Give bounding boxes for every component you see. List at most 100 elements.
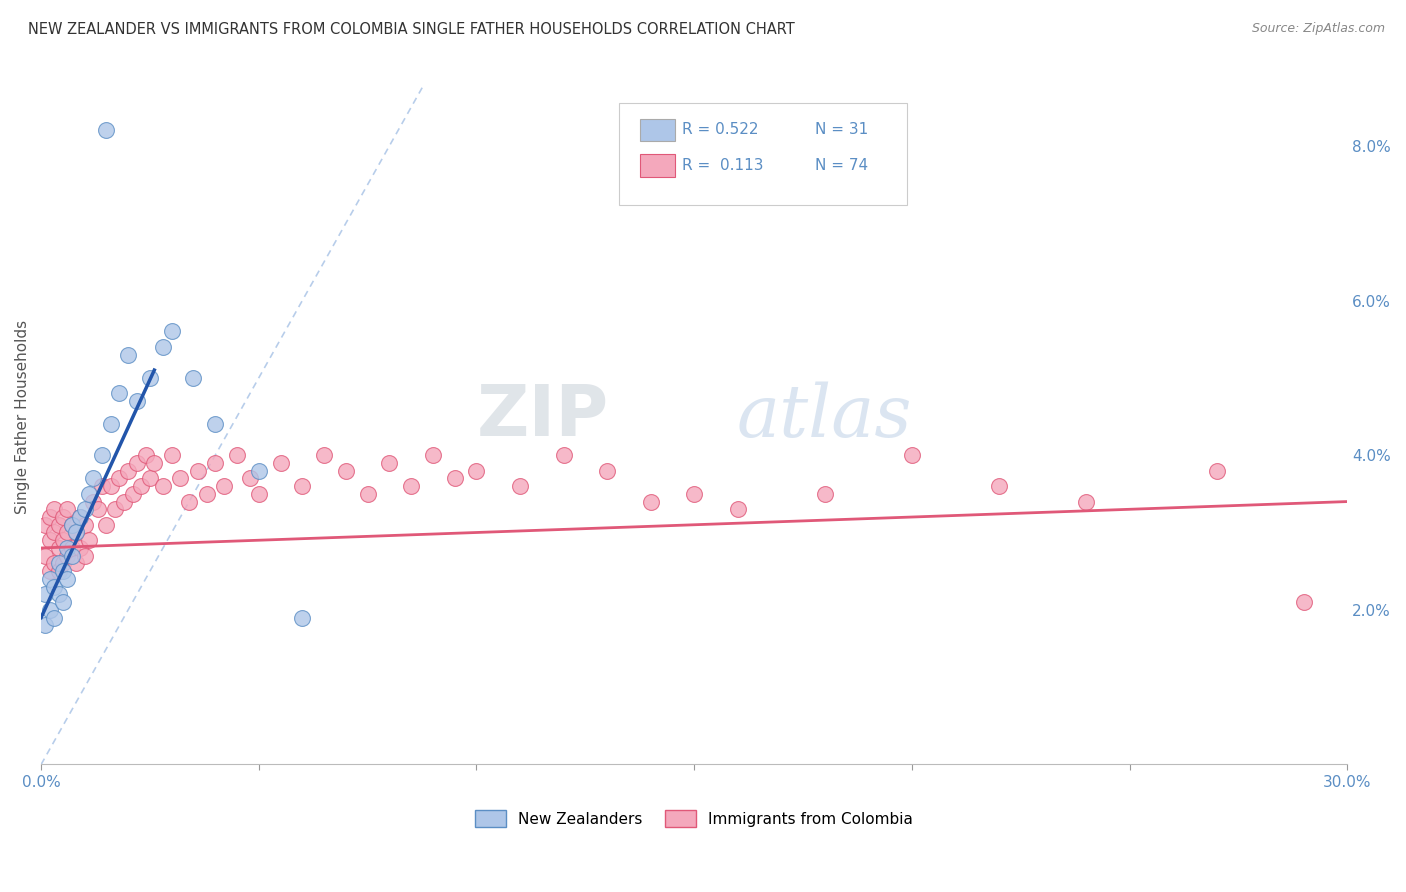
- Point: [139, 471, 162, 485]
- Point: [48, 587, 70, 601]
- Point: [160, 448, 183, 462]
- Point: [683, 487, 706, 501]
- Point: [135, 448, 157, 462]
- Point: [52, 557, 75, 571]
- Point: [69, 510, 91, 524]
- Point: [987, 479, 1010, 493]
- Point: [104, 502, 127, 516]
- Point: [60, 549, 83, 563]
- Point: [48, 564, 70, 578]
- Point: [509, 479, 531, 493]
- Point: [60, 517, 83, 532]
- Point: [44, 525, 66, 540]
- Point: [553, 448, 575, 462]
- Point: [335, 464, 357, 478]
- Point: [465, 464, 488, 478]
- Point: [82, 471, 104, 485]
- Point: [422, 448, 444, 462]
- Point: [901, 448, 924, 462]
- Point: [143, 456, 166, 470]
- Point: [56, 541, 79, 555]
- Point: [56, 549, 79, 563]
- Point: [596, 464, 619, 478]
- Point: [1205, 464, 1227, 478]
- Point: [1074, 494, 1097, 508]
- Point: [212, 479, 235, 493]
- Point: [73, 549, 96, 563]
- Point: [814, 487, 837, 501]
- Point: [100, 479, 122, 493]
- Point: [69, 510, 91, 524]
- Text: Source: ZipAtlas.com: Source: ZipAtlas.com: [1251, 22, 1385, 36]
- Point: [226, 448, 249, 462]
- Point: [91, 448, 114, 462]
- Point: [52, 595, 75, 609]
- Point: [38, 603, 60, 617]
- Text: R =  0.113: R = 0.113: [682, 158, 763, 172]
- Point: [48, 541, 70, 555]
- Point: [125, 394, 148, 409]
- Point: [60, 541, 83, 555]
- Point: [34, 618, 56, 632]
- Point: [160, 325, 183, 339]
- Point: [204, 417, 226, 432]
- Point: [56, 525, 79, 540]
- Point: [96, 123, 118, 137]
- Point: [52, 564, 75, 578]
- Point: [117, 464, 139, 478]
- Point: [86, 502, 108, 516]
- Point: [77, 533, 100, 548]
- Point: [48, 517, 70, 532]
- Point: [91, 479, 114, 493]
- Point: [73, 502, 96, 516]
- Point: [52, 533, 75, 548]
- Point: [125, 456, 148, 470]
- Point: [108, 471, 131, 485]
- Point: [291, 479, 314, 493]
- Point: [247, 464, 270, 478]
- Point: [314, 448, 336, 462]
- Point: [96, 517, 118, 532]
- Point: [77, 487, 100, 501]
- Point: [112, 494, 135, 508]
- Point: [34, 587, 56, 601]
- Point: [73, 517, 96, 532]
- Point: [169, 471, 191, 485]
- Point: [247, 487, 270, 501]
- Point: [179, 494, 201, 508]
- Point: [108, 386, 131, 401]
- Point: [239, 471, 262, 485]
- Point: [187, 464, 209, 478]
- Point: [34, 517, 56, 532]
- Point: [378, 456, 401, 470]
- Legend: New Zealanders, Immigrants from Colombia: New Zealanders, Immigrants from Colombia: [470, 804, 920, 833]
- Point: [270, 456, 292, 470]
- Point: [48, 557, 70, 571]
- Point: [121, 487, 143, 501]
- Point: [60, 517, 83, 532]
- Text: NEW ZEALANDER VS IMMIGRANTS FROM COLOMBIA SINGLE FATHER HOUSEHOLDS CORRELATION C: NEW ZEALANDER VS IMMIGRANTS FROM COLOMBI…: [28, 22, 794, 37]
- Point: [44, 557, 66, 571]
- Point: [139, 371, 162, 385]
- Point: [152, 340, 174, 354]
- Point: [69, 541, 91, 555]
- Point: [38, 510, 60, 524]
- Point: [65, 557, 87, 571]
- Point: [56, 572, 79, 586]
- Point: [52, 510, 75, 524]
- Point: [195, 487, 218, 501]
- Point: [443, 471, 465, 485]
- Point: [291, 610, 314, 624]
- Point: [356, 487, 378, 501]
- Point: [152, 479, 174, 493]
- Point: [204, 456, 226, 470]
- Point: [44, 610, 66, 624]
- Point: [44, 580, 66, 594]
- Point: [65, 525, 87, 540]
- Point: [38, 572, 60, 586]
- Point: [82, 494, 104, 508]
- Text: N = 74: N = 74: [815, 158, 869, 172]
- Text: N = 31: N = 31: [815, 122, 869, 136]
- Point: [44, 502, 66, 516]
- Text: atlas: atlas: [737, 381, 912, 451]
